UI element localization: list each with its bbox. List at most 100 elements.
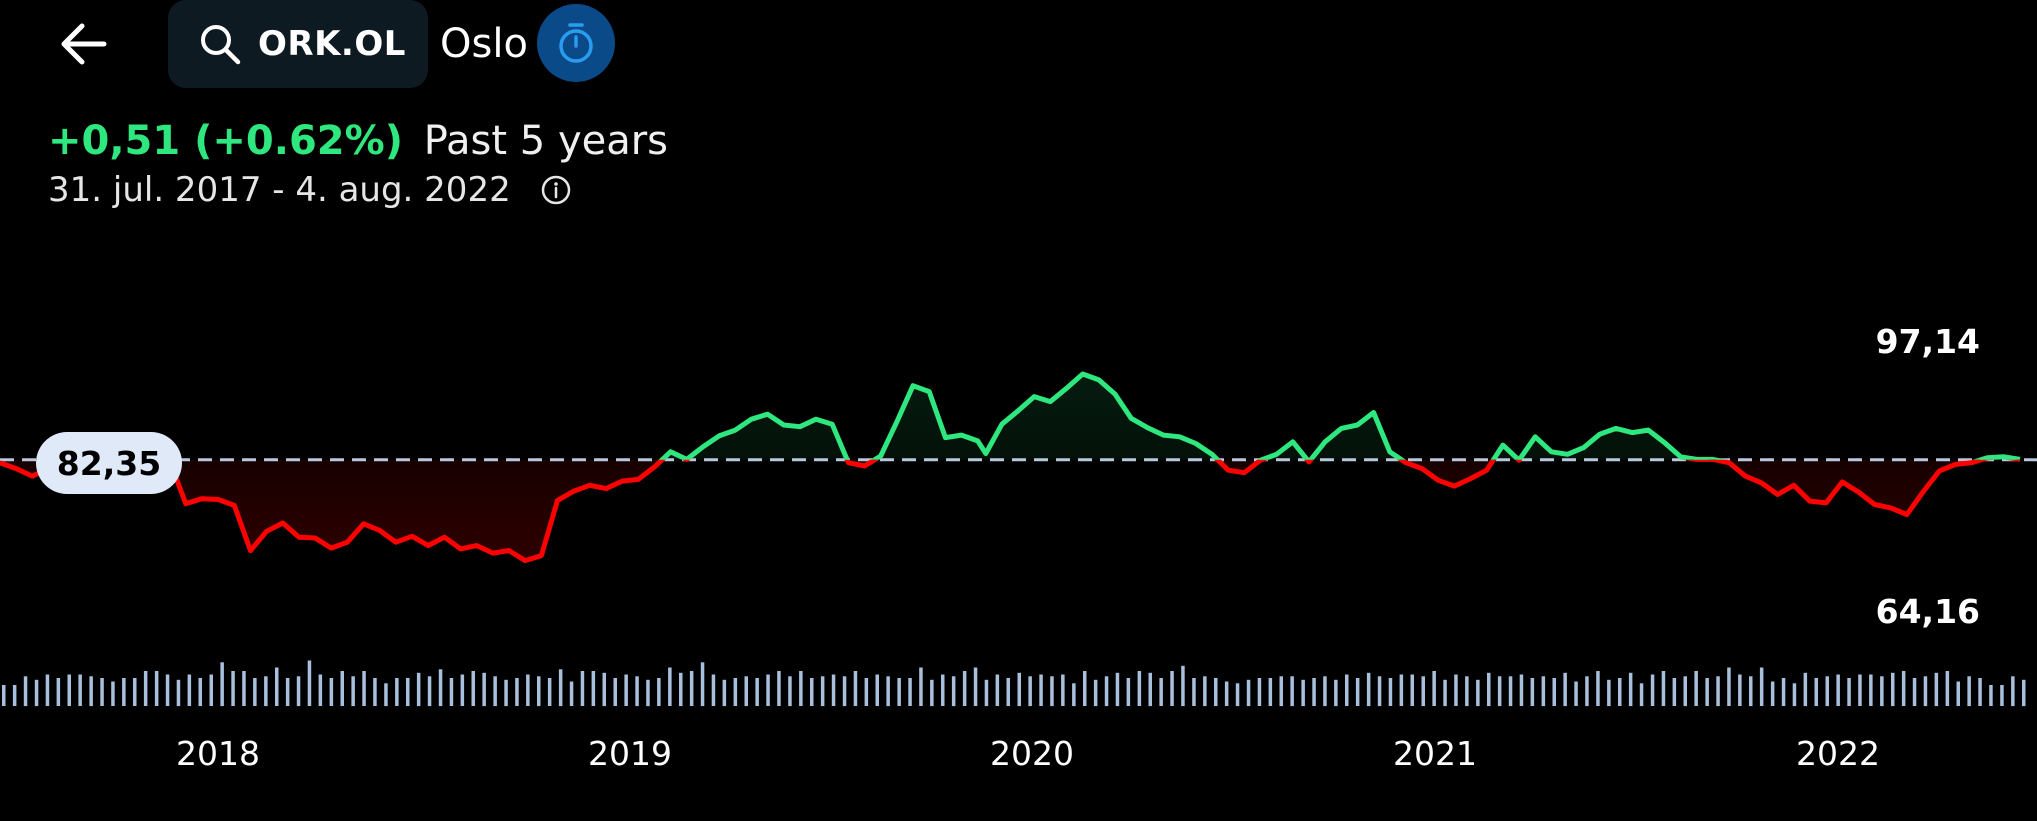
volume-bar	[1727, 667, 1731, 706]
search-bar[interactable]: ORK.OL	[168, 0, 428, 88]
area-above-reference	[0, 374, 2020, 460]
volume-bar	[602, 672, 606, 707]
volume-bar	[1901, 671, 1906, 706]
volume-bar	[1421, 676, 1425, 707]
volume-bar	[34, 679, 39, 707]
volume-bar	[111, 681, 115, 706]
info-icon[interactable]	[539, 173, 573, 207]
volume-bar	[1683, 676, 1687, 707]
volume-bar	[1836, 674, 1840, 706]
volume-bar	[1989, 685, 1993, 706]
volume-bar	[613, 678, 617, 706]
back-button[interactable]	[48, 12, 118, 76]
x-tick-2020: 2020	[990, 734, 1074, 773]
volume-bar	[1115, 672, 1120, 707]
volume-bar	[1912, 678, 1917, 706]
volume-bar	[1585, 676, 1589, 707]
search-icon	[201, 25, 241, 65]
volume-bar	[1203, 676, 1207, 707]
volume-bar	[1083, 671, 1087, 706]
volume-bar	[755, 678, 759, 706]
volume-bar	[406, 678, 410, 706]
volume-bar	[143, 671, 148, 706]
volume-bar	[2011, 676, 2015, 707]
volume-bar	[154, 671, 159, 706]
volume-bar	[1672, 678, 1677, 706]
price-line-above	[56, 371, 2021, 460]
volume-bar	[1246, 679, 1251, 707]
volume-bar	[853, 671, 858, 706]
volume-bar	[56, 678, 61, 706]
volume-bar	[1290, 676, 1294, 707]
volume-bar	[1214, 678, 1218, 706]
volume-bar	[1574, 681, 1578, 706]
volume-bar	[427, 676, 432, 707]
volume-bar	[220, 662, 224, 707]
volume-bar	[176, 679, 181, 707]
volume-bar	[460, 674, 465, 706]
volume-bar	[1235, 683, 1240, 707]
volume-bar	[373, 678, 377, 706]
volume-bar	[1934, 672, 1939, 707]
arrow-left-icon	[61, 23, 107, 65]
volume-bar	[591, 671, 596, 706]
volume-bar	[689, 671, 694, 706]
volume-bar	[1978, 678, 1982, 706]
x-tick-2021: 2021	[1393, 734, 1477, 773]
volume-bar	[1093, 679, 1098, 707]
volume-bar	[700, 662, 705, 707]
volume-bar	[1454, 674, 1458, 706]
volume-bar	[1126, 678, 1131, 706]
volume-bar	[1705, 678, 1709, 706]
volume-bar	[744, 676, 748, 707]
volume-bar	[67, 674, 71, 706]
volume-bars	[2, 660, 2026, 707]
volume-bar	[198, 678, 202, 706]
volume-bar	[777, 671, 781, 706]
y-low-label: 64,16	[1875, 592, 1980, 631]
volume-bar	[897, 678, 901, 706]
volume-bar	[1618, 678, 1622, 706]
volume-bar	[318, 674, 323, 706]
volume-bar	[930, 679, 934, 707]
volume-bar	[1443, 679, 1447, 707]
volume-bar	[1508, 676, 1513, 707]
volume-bar	[1410, 674, 1414, 706]
volume-bar	[1880, 676, 1884, 707]
volume-bar	[1694, 671, 1698, 706]
volume-bar	[1399, 674, 1404, 706]
volume-bar	[1639, 683, 1644, 707]
price-chart[interactable]	[0, 300, 2037, 720]
volume-bar	[165, 674, 170, 706]
volume-bar	[1738, 674, 1742, 706]
area-below-reference	[0, 459, 2020, 561]
volume-bar	[1869, 674, 1873, 706]
volume-bar	[941, 674, 945, 706]
date-range-row: 31. jul. 2017 - 4. aug. 2022	[48, 168, 573, 212]
volume-bar	[766, 674, 770, 706]
volume-bar	[1323, 676, 1327, 707]
volume-bar	[2, 685, 6, 706]
volume-bar	[810, 678, 814, 706]
volume-bar	[1268, 678, 1273, 706]
volume-bar	[1377, 676, 1382, 707]
exchange-selector[interactable]: Oslo	[440, 21, 528, 67]
volume-bar	[1530, 678, 1535, 706]
volume-bar	[1345, 674, 1349, 706]
price-line-below	[0, 459, 2020, 564]
volume-bar	[1465, 676, 1469, 707]
volume-bar	[547, 678, 552, 706]
volume-bar	[799, 671, 803, 706]
x-tick-2019: 2019	[588, 734, 672, 773]
volume-bar	[1432, 671, 1436, 706]
volume-bar	[515, 678, 519, 706]
volume-bar	[395, 678, 399, 706]
volume-bar	[1770, 681, 1775, 706]
timer-button[interactable]	[537, 4, 615, 82]
volume-bar	[100, 678, 104, 706]
volume-bar	[1006, 678, 1010, 706]
volume-bar	[384, 683, 388, 707]
volume-bar	[624, 674, 628, 706]
volume-bar	[1279, 676, 1283, 707]
volume-bar	[471, 671, 475, 706]
